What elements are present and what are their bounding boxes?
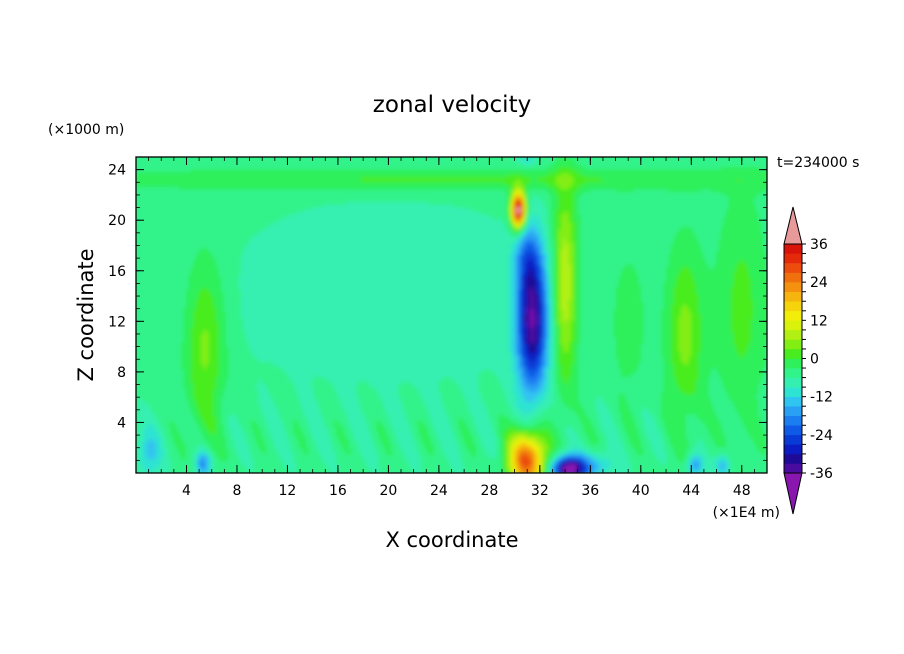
plot-area: [136, 157, 769, 475]
chart-title: zonal velocity: [373, 92, 531, 118]
y-unit-label: (×1000 m): [48, 122, 124, 138]
time-label: t=234000 s: [777, 155, 859, 171]
velocity-field: [136, 157, 769, 475]
